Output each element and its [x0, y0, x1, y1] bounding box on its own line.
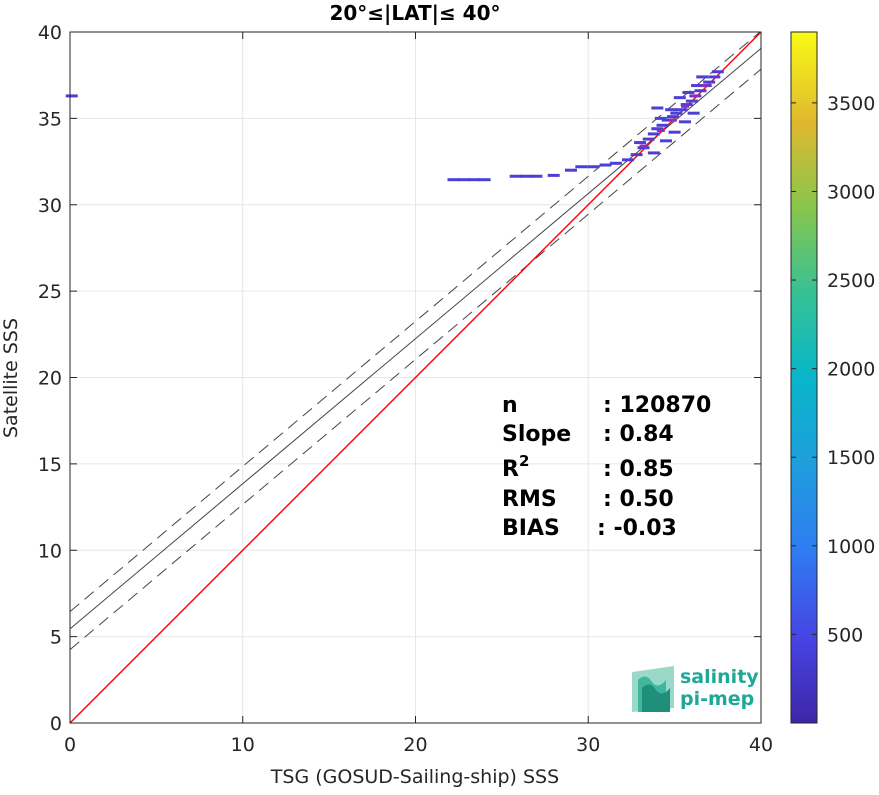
density-bin [661, 118, 674, 122]
stat-value-slope: : 0.84 [603, 422, 674, 447]
stat-value-n: : 120870 [603, 393, 711, 418]
stat-key-slope: Slope [502, 422, 571, 447]
x-axis-label: TSG (GOSUD-Sailing-ship) SSS [270, 766, 559, 788]
stat-key-bias: BIAS [502, 516, 560, 541]
stat-value-bias: : -0.03 [597, 516, 677, 541]
density-bin [654, 116, 667, 120]
density-bin [634, 141, 647, 145]
density-bin [708, 75, 721, 79]
density-bin [656, 123, 669, 127]
stat-key-r2: R2 [502, 452, 529, 482]
density-bin [670, 111, 683, 115]
density-bin [637, 146, 650, 150]
density-bin-high [668, 118, 677, 122]
logo-icon [632, 666, 674, 712]
density-bin [630, 153, 643, 157]
fit-lower-bound-line [69, 68, 762, 650]
logo-line1: salinity [680, 666, 759, 688]
colorbar-tick-label: 2500 [827, 270, 875, 292]
density-bin [457, 178, 470, 182]
x-tick-label: 30 [576, 734, 600, 756]
colorbar-tick-label: 1500 [827, 447, 875, 469]
density-bin [678, 120, 691, 124]
stat-key-rms: RMS [502, 487, 557, 512]
density-bin [673, 96, 686, 100]
stats-block: n : 120870 Slope : 0.84 R2 : 0.85 RMS : … [502, 393, 711, 541]
stat-value-r2: : 0.85 [603, 457, 674, 482]
y-tick-label: 25 [38, 281, 62, 303]
y-tick-label: 30 [38, 195, 62, 217]
density-bin [520, 174, 533, 178]
colorbar-tick-label: 3500 [827, 93, 875, 115]
logo-line2: pi-mep [680, 688, 754, 710]
colorbar-tick-label: 2000 [827, 359, 875, 381]
density-bin [530, 174, 543, 178]
density-bin [575, 165, 588, 169]
density-bin [659, 139, 672, 143]
y-tick-label: 40 [38, 22, 62, 44]
density-bin [468, 178, 481, 182]
density-bin [587, 165, 600, 169]
y-tick-label: 0 [50, 713, 62, 735]
stat-value-rms: : 0.50 [603, 487, 674, 512]
density-bin [668, 130, 681, 134]
density-bin-high [656, 128, 665, 132]
stat-key-r2-base: R [502, 457, 519, 482]
density-bin [509, 174, 522, 178]
density-bin [703, 80, 716, 84]
density-bin-high [691, 94, 700, 98]
x-tick-label: 10 [231, 734, 255, 756]
density-bin [647, 151, 660, 155]
density-bin [666, 115, 679, 119]
colorbar [790, 31, 818, 724]
density-bin [651, 106, 664, 110]
density-bin [642, 137, 655, 141]
x-tick-label: 20 [403, 734, 427, 756]
y-tick-label: 20 [38, 368, 62, 390]
density-bin [564, 168, 577, 172]
chart-title: 20°≤|LAT|≤ 40° [329, 1, 500, 25]
colorbar-tick-label: 500 [827, 624, 863, 646]
density-bin [685, 99, 698, 103]
stat-key-n: n [502, 393, 518, 418]
ticks-layer: 0 10 20 30 40 0 5 10 15 20 25 30 35 40 [38, 22, 773, 756]
density-bin [609, 161, 622, 165]
salinity-pimep-logo: salinity pi-mep [632, 666, 759, 712]
density-bin [599, 163, 612, 167]
colorbar-tick-label: 1000 [827, 536, 875, 558]
x-tick-label: 0 [64, 734, 76, 756]
density-bin [447, 178, 460, 182]
density-bin-high [701, 84, 710, 88]
y-tick-label: 35 [38, 108, 62, 130]
density-bin [621, 158, 634, 162]
density-bin [680, 103, 693, 107]
density-bin-high [639, 144, 648, 148]
fit-upper-bound-line [69, 31, 761, 612]
density-bin [694, 89, 707, 93]
density-bin [691, 84, 704, 88]
density-bin [547, 173, 560, 177]
density-bin [687, 111, 700, 115]
y-axis-label: Satellite SSS [0, 318, 22, 438]
density-bin [65, 94, 78, 98]
density-bin [682, 90, 695, 94]
x-tick-label: 40 [749, 734, 773, 756]
density-bin [651, 127, 664, 131]
density-bin [711, 70, 724, 74]
density-bin [696, 75, 709, 79]
colorbar-tick-label: 3000 [827, 181, 875, 203]
density-bin [675, 108, 688, 112]
points-layer [65, 70, 724, 182]
colorbar-ticks: 500 1000 1500 2000 2500 3000 3500 [791, 93, 875, 646]
y-tick-label: 5 [50, 627, 62, 649]
density-bin-high [680, 104, 689, 108]
y-tick-label: 10 [38, 540, 62, 562]
density-bin [647, 132, 660, 136]
y-tick-label: 15 [38, 454, 62, 476]
density-bin [665, 108, 678, 112]
density-bin [478, 178, 491, 182]
stat-key-r2-sup: 2 [519, 452, 529, 470]
